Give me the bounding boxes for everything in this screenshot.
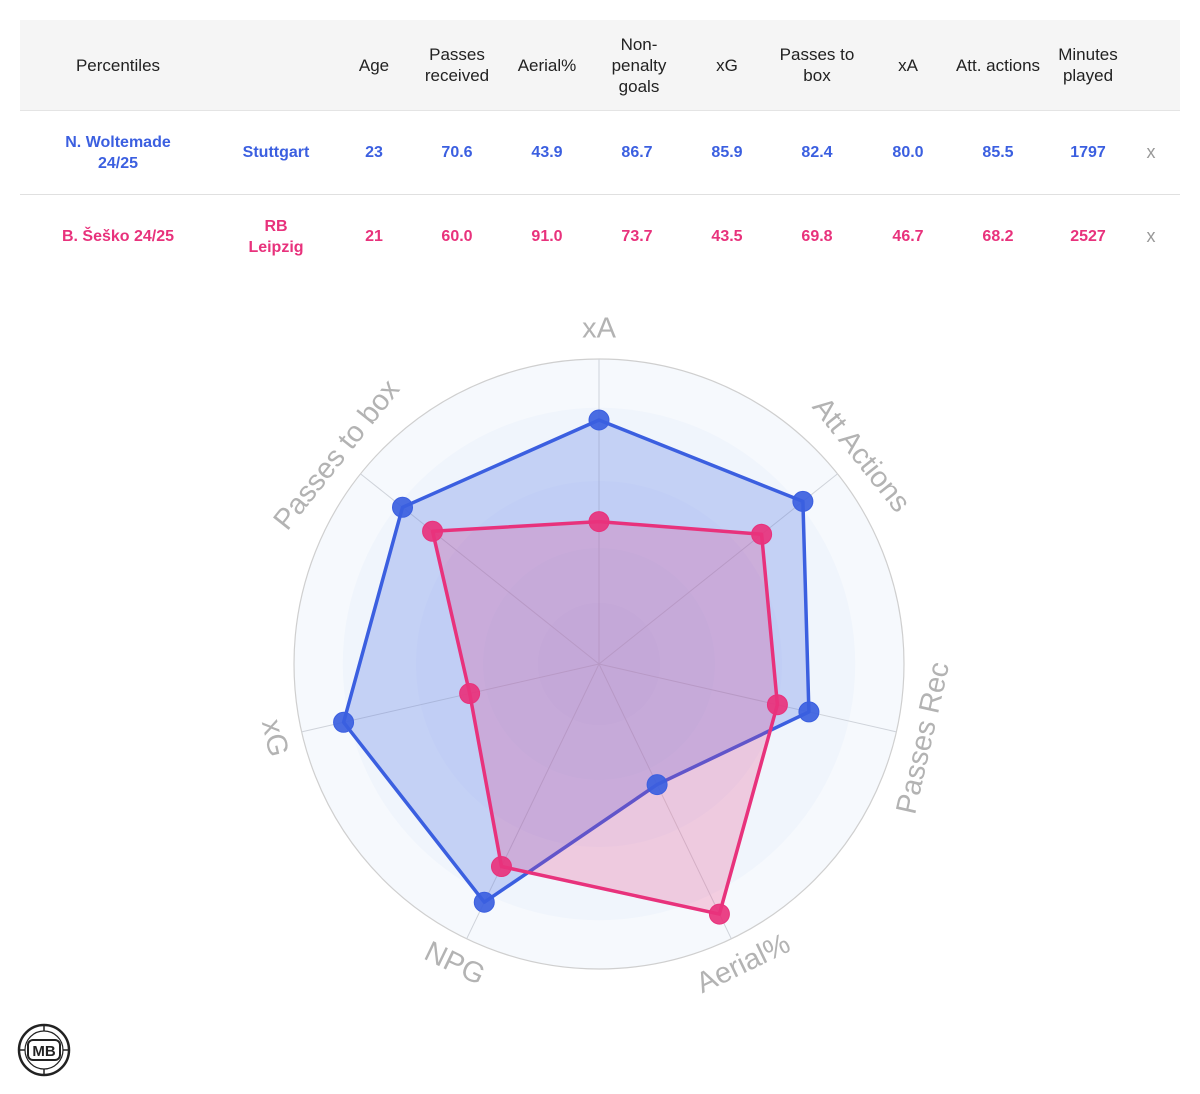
data-point	[422, 520, 444, 542]
header-att-actions[interactable]: Att. actions	[955, 55, 1041, 75]
value-xa: 80.0	[892, 144, 924, 161]
player-name[interactable]: B. Šeško 24/25	[61, 228, 175, 245]
team-name: Stuttgart	[242, 144, 310, 161]
axis-label: xA	[582, 313, 617, 345]
data-point	[333, 711, 355, 733]
value-passes-to-box: 82.4	[801, 144, 833, 161]
data-point	[473, 891, 495, 913]
remove-player-button[interactable]: x	[1146, 142, 1156, 162]
remove-player-button[interactable]: x	[1146, 226, 1156, 246]
header-age[interactable]: Age	[358, 55, 390, 75]
header-non-penalty-goals[interactable]: Non-penalty goals	[611, 34, 667, 96]
data-point	[766, 694, 788, 716]
value-att-actions: 68.2	[982, 228, 1014, 245]
value-att-actions: 85.5	[982, 144, 1014, 161]
team-name: RB Leipzig	[248, 217, 304, 256]
value-passes-received: 60.0	[441, 228, 473, 245]
value-non-penalty-goals: 86.7	[621, 144, 653, 161]
data-point	[459, 683, 481, 705]
value-minutes-played: 2527	[1070, 228, 1106, 245]
axis-spoke	[598, 663, 897, 733]
axis-spoke	[598, 663, 732, 940]
table-row: B. Šeško 24/25 RB Leipzig 21 60.0 91.0 7…	[20, 195, 1180, 278]
data-point	[751, 523, 773, 545]
header-percentiles: Percentiles	[75, 55, 161, 75]
data-point	[792, 490, 814, 512]
header-xa[interactable]: xA	[898, 55, 918, 75]
header-passes-to-box[interactable]: Passes to box	[779, 45, 855, 85]
value-minutes-played: 1797	[1070, 144, 1106, 161]
header-aerial[interactable]: Aerial%	[517, 55, 577, 75]
value-age: 23	[365, 144, 383, 161]
data-point	[588, 409, 610, 431]
data-point	[708, 903, 730, 925]
mb-logo: MB	[17, 1023, 71, 1077]
value-xg: 43.5	[711, 228, 743, 245]
data-point	[392, 496, 414, 518]
value-xa: 46.7	[892, 228, 924, 245]
header-passes-received[interactable]: Passes received	[424, 45, 490, 85]
value-age: 21	[365, 228, 383, 245]
value-aerial: 43.9	[531, 144, 563, 161]
data-point	[646, 774, 668, 796]
header-xg[interactable]: xG	[716, 55, 738, 75]
data-point	[490, 856, 512, 878]
value-non-penalty-goals: 73.7	[621, 228, 653, 245]
series-area-2	[430, 519, 780, 916]
header-minutes-played[interactable]: Minutes played	[1058, 45, 1118, 85]
player-name[interactable]: N. Woltemade 24/25	[65, 133, 171, 172]
table-header: Percentiles Age Passes received Aerial% …	[20, 20, 1180, 111]
data-point	[588, 511, 610, 533]
series-area-1	[341, 418, 811, 904]
data-point	[798, 701, 820, 723]
logo-text: MB	[32, 1043, 55, 1060]
percentiles-table: Percentiles Age Passes received Aerial% …	[20, 20, 1180, 278]
value-passes-to-box: 69.8	[801, 228, 833, 245]
axis-label: xG	[255, 716, 294, 759]
table-row: N. Woltemade 24/25 Stuttgart 23 70.6 43.…	[20, 111, 1180, 195]
value-aerial: 91.0	[531, 228, 563, 245]
value-xg: 85.9	[711, 144, 743, 161]
value-passes-received: 70.6	[441, 144, 473, 161]
